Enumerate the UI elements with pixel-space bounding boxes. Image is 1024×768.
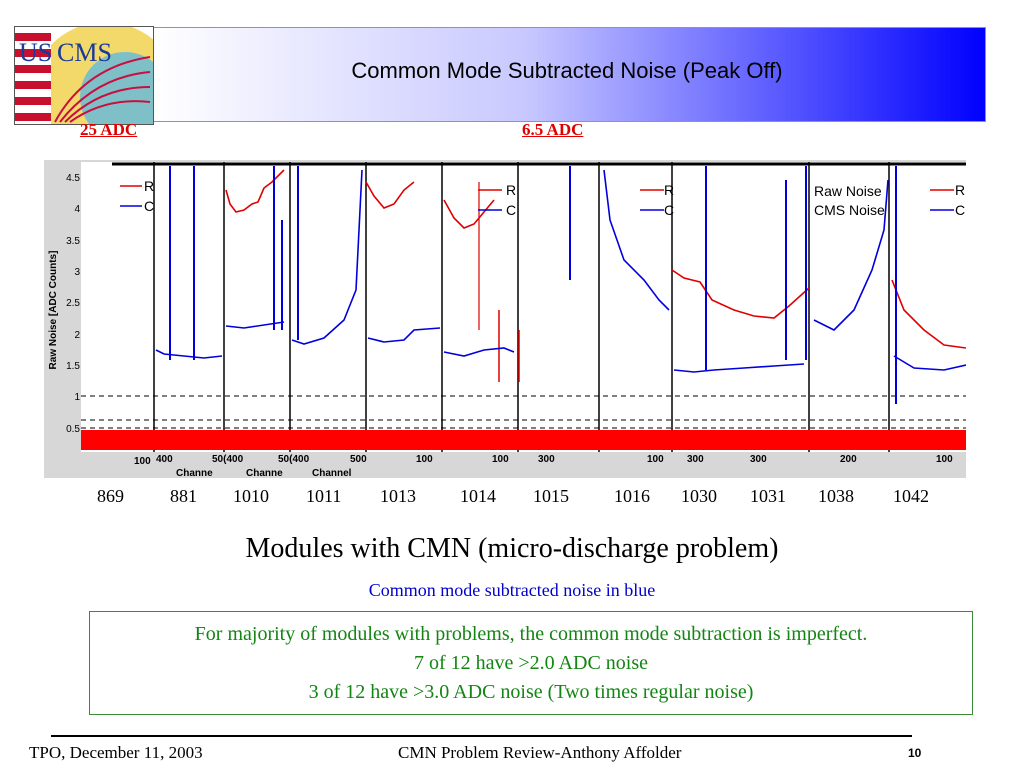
x-label-1: 100 (134, 456, 151, 467)
legend-cms-noise: CMS Noise (814, 202, 885, 218)
noise-plots-svg: Raw Noise [ADC Counts] 4.5 4 3.5 3 2.5 2… (48, 162, 966, 478)
legend-cms-mid: C (506, 202, 516, 218)
y-tick-1-5: 1.5 (66, 361, 80, 372)
module-1016: 1016 (614, 486, 650, 506)
legend-raw-left: R (144, 178, 154, 194)
x-label-4: 50(400 (278, 454, 310, 465)
y-tick-3-5: 3.5 (66, 236, 80, 247)
annotation-6-5-adc: 6.5 ADC (522, 120, 584, 139)
summary-box: For majority of modules with problems, t… (89, 611, 973, 715)
module-1015: 1015 (533, 486, 569, 506)
annotation-25-adc: 25 ADC (80, 120, 138, 139)
legend-cms-right: C (955, 202, 965, 218)
x-axis-label-3: Channel (312, 468, 352, 478)
noise-plots-strip: Raw Noise [ADC Counts] 4.5 4 3.5 3 2.5 2… (44, 160, 966, 478)
title-banner (150, 27, 986, 122)
x-label-13: 100 (936, 454, 953, 465)
sub-note: Common mode subtracted noise in blue (368, 580, 656, 600)
red-band (81, 430, 966, 450)
x-axis-label-2: Channe (246, 468, 283, 478)
legend-raw-right: R (955, 182, 965, 198)
x-label-7: 100 (492, 454, 509, 465)
module-1010: 1010 (233, 486, 269, 506)
x-label-5: 500 (350, 454, 367, 465)
y-tick-2-5: 2.5 (66, 298, 80, 309)
x-label-3: 50(400 (212, 454, 244, 465)
x-label-2: 400 (156, 454, 173, 465)
x-axis-label-1: Channe (176, 468, 213, 478)
module-1014: 1014 (460, 486, 496, 506)
module-881: 881 (170, 486, 197, 506)
y-tick-2: 2 (74, 330, 80, 341)
footer-divider (51, 735, 912, 737)
legend-raw-noise: Raw Noise (814, 183, 882, 199)
footer-left: TPO, December 11, 2003 (29, 743, 203, 762)
y-tick-1: 1 (74, 392, 80, 403)
logo-text-us: US (19, 38, 52, 67)
summary-line-2: 7 of 12 have >2.0 ADC noise (413, 652, 649, 674)
legend-raw-mid: R (506, 182, 516, 198)
summary-line-1: For majority of modules with problems, t… (194, 623, 868, 645)
module-1013: 1013 (380, 486, 416, 506)
slide-title: Common Mode Subtracted Noise (Peak Off) (351, 58, 783, 83)
legend-raw-1016: R (664, 182, 674, 198)
y-tick-3: 3 (74, 267, 80, 278)
x-label-10: 300 (687, 454, 704, 465)
x-label-12: 200 (840, 454, 857, 465)
legend-cms-left: C (144, 198, 154, 214)
x-label-6: 100 (416, 454, 433, 465)
y-axis-label: Raw Noise [ADC Counts] (48, 251, 59, 370)
y-tick-4-5: 4.5 (66, 173, 80, 184)
footer-center: CMN Problem Review-Anthony Affolder (398, 743, 682, 762)
page-number: 10 (908, 746, 922, 760)
summary-line-3: 3 of 12 have >3.0 ADC noise (Two times r… (308, 681, 754, 703)
x-label-11: 300 (750, 454, 767, 465)
x-label-9: 100 (647, 454, 664, 465)
module-1038: 1038 (818, 486, 854, 506)
y-tick-4: 4 (74, 204, 80, 215)
legend-cms-1016: C (664, 202, 674, 218)
logo-text-cms: CMS (57, 38, 112, 67)
module-1030: 1030 (681, 486, 717, 506)
module-1042: 1042 (893, 486, 929, 506)
us-cms-logo: US CMS (14, 26, 154, 125)
module-1011: 1011 (306, 486, 342, 506)
x-label-8: 300 (538, 454, 555, 465)
y-tick-0-5: 0.5 (66, 424, 80, 435)
module-1031: 1031 (750, 486, 786, 506)
module-869: 869 (97, 486, 124, 506)
section-heading: Modules with CMN (micro-discharge proble… (245, 533, 779, 564)
